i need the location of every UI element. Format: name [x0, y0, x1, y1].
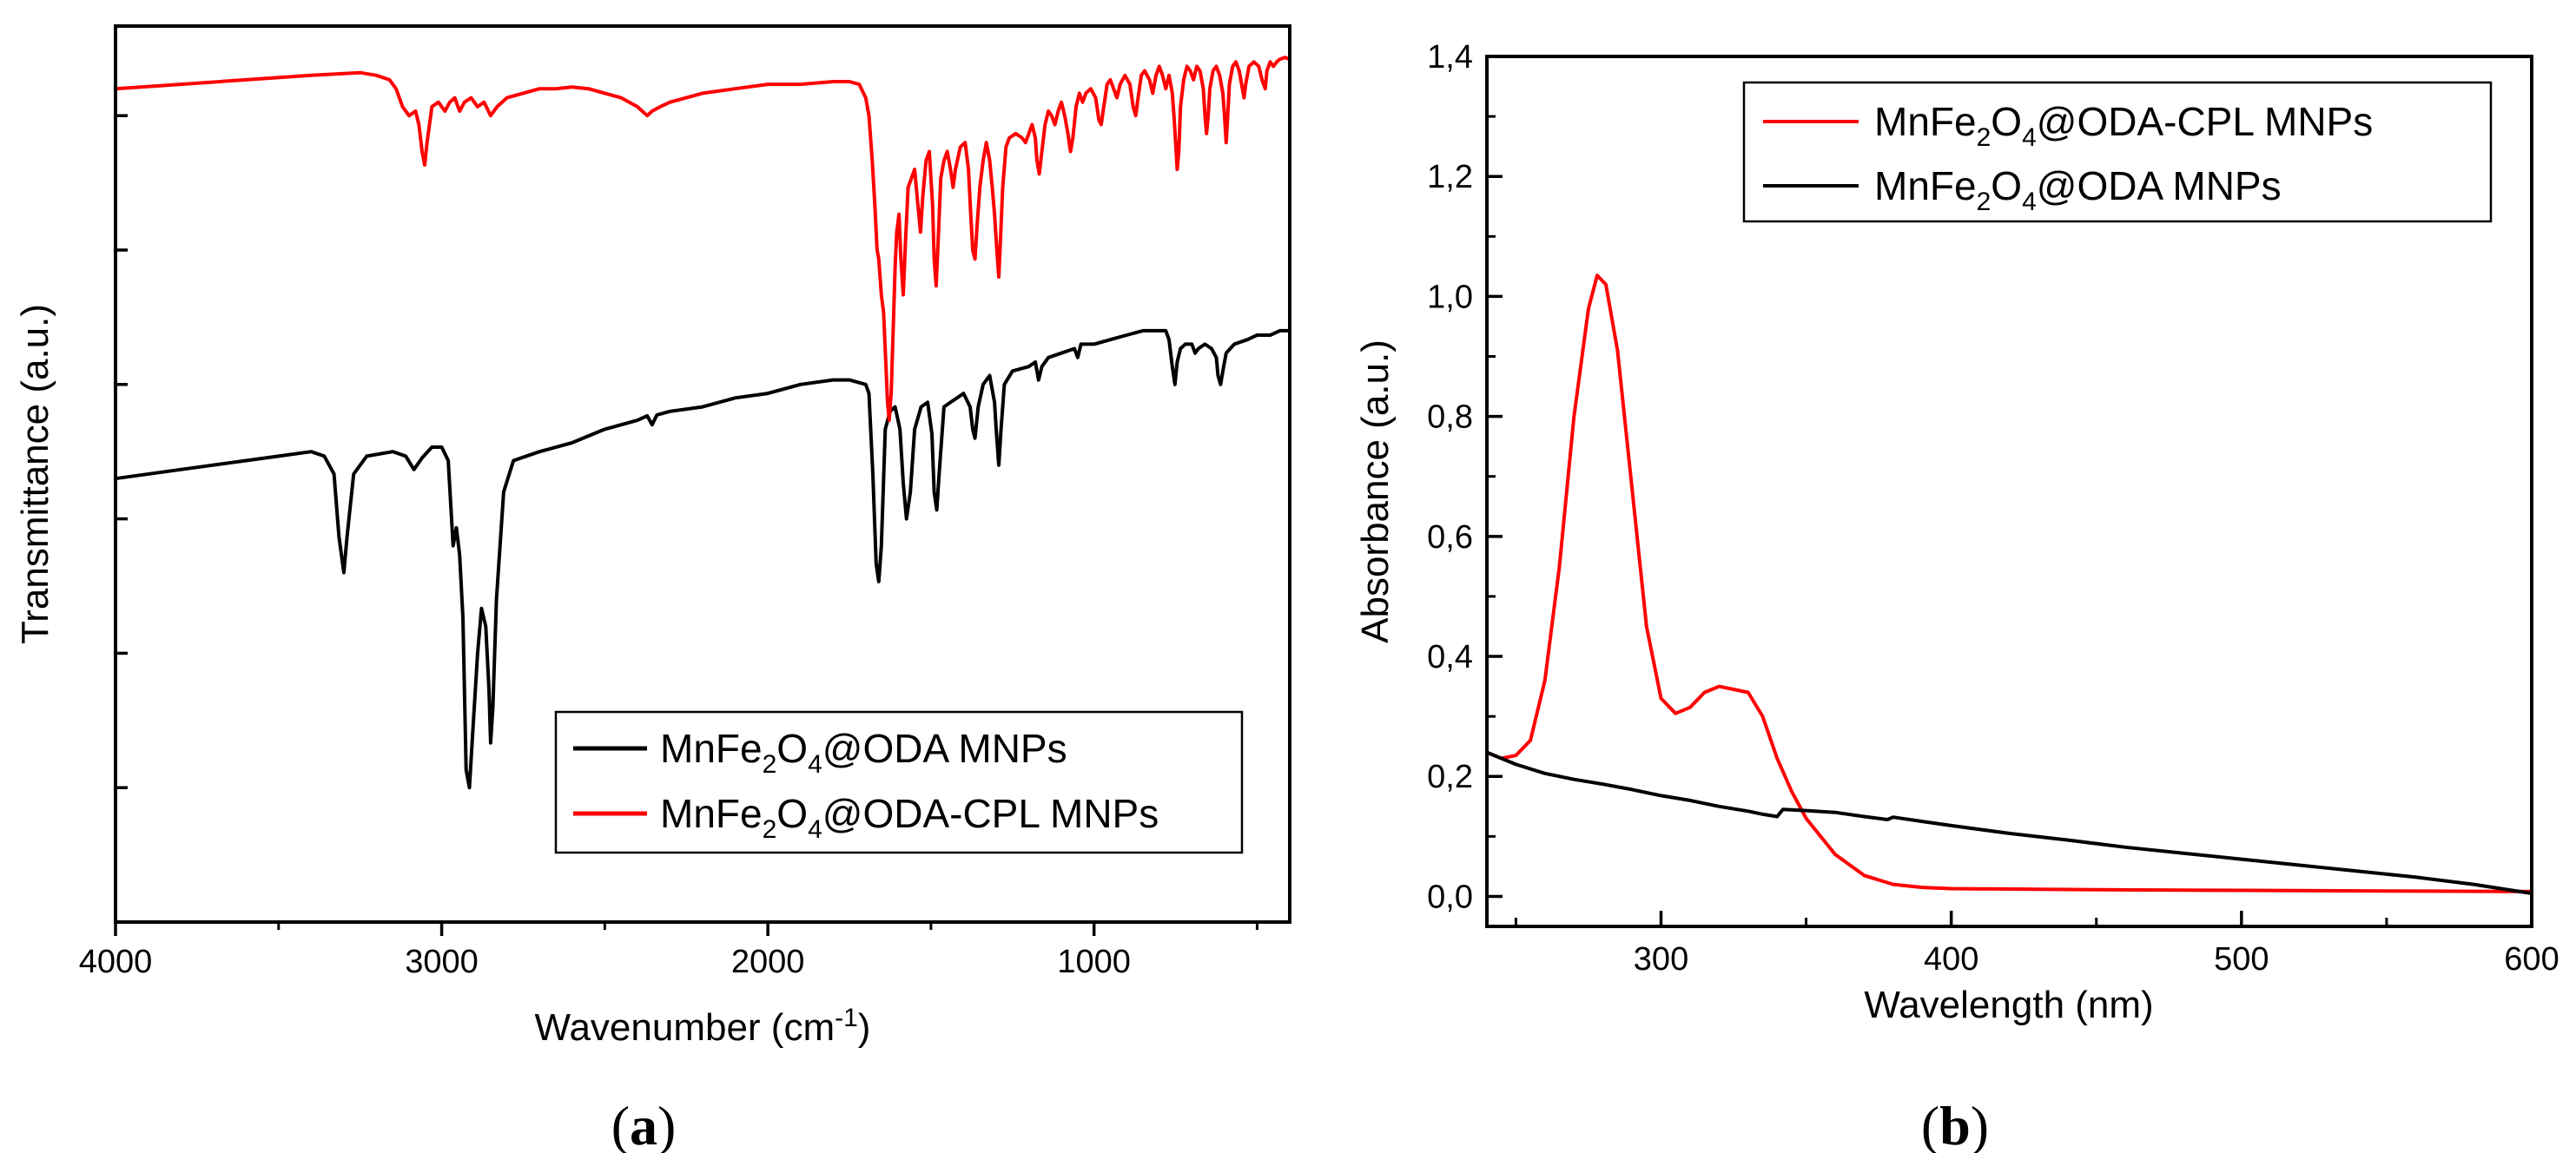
panel-b-legend: MnFe2O4@ODA-CPL MNPs MnFe2O4@ODA MNPs: [1742, 81, 2493, 223]
panel-b-series-line-1: [1486, 750, 2533, 895]
panel-a-x-axis-title: Wavenumber (cm-1): [535, 1004, 871, 1049]
panel-b-ticks: 300 400 500 600 0,0 0,2 0,4 0,6 0,8 1,0 1,2 1,4: [1427, 39, 2559, 978]
panel-b-plot-frame: [1485, 55, 2533, 928]
panel-a-series-line-0: [115, 328, 1290, 790]
panel-b-y-tick-label: 0,0: [1427, 879, 1473, 915]
panel-b-y-tick-label: 1,4: [1427, 39, 1473, 76]
panel-b-y-tick-label: 0,2: [1427, 759, 1473, 795]
panel-a-label: (a): [611, 1095, 677, 1153]
panel-b-legend-label-cpl: MnFe2O4@ODA-CPL MNPs: [1874, 99, 2373, 152]
panel-b-y-tick-label: 0,8: [1427, 399, 1473, 436]
panel-a-plot-frame: [114, 24, 1291, 924]
panel-b-y-tick-label: 0,4: [1427, 639, 1473, 675]
panel-b-legend-box: [1742, 81, 2493, 223]
panel-a-legend: MnFe2O4@ODA MNPs MnFe2O4@ODA-CPL MNPs: [554, 710, 1244, 854]
panel-a-ticks: 4000 3000 2000 1000: [79, 114, 1258, 980]
panel-b-label: (b): [1921, 1095, 1989, 1153]
panel-b-legend-label-oda: MnFe2O4@ODA MNPs: [1874, 163, 2282, 216]
panel-a: 4000 3000 2000 1000 MnFe2O4@ODA MNPs MnFe2O…: [14, 24, 1291, 1153]
panel-a-series: [115, 56, 1291, 790]
panel-a-x-tick-label: 2000: [731, 944, 805, 980]
panel-a-y-axis-title: Transmittance (a.u.): [14, 304, 56, 644]
panel-b-series: [1486, 273, 2533, 895]
panel-a-x-tick-label: 3000: [405, 944, 479, 980]
panel-b-x-tick-label: 400: [1924, 941, 1978, 978]
panel-b-x-tick-label: 300: [1634, 941, 1688, 978]
panel-a-series-line-1: [115, 56, 1291, 423]
panel-b: 300 400 500 600 0,0 0,2 0,4 0,6 0,8 1,0 1,2 1,4 MnF…: [1354, 39, 2559, 1153]
panel-a-legend-label-oda: MnFe2O4@ODA MNPs: [660, 726, 1067, 779]
panel-b-x-axis-title: Wavelength (nm): [1864, 984, 2153, 1026]
panel-b-y-axis-title: Absorbance (a.u.): [1354, 339, 1397, 643]
panel-b-y-tick-label: 1,0: [1427, 279, 1473, 315]
panel-a-legend-label-cpl: MnFe2O4@ODA-CPL MNPs: [660, 791, 1159, 844]
panel-b-x-tick-label: 600: [2504, 941, 2559, 978]
panel-b-x-tick-label: 500: [2214, 941, 2269, 978]
panel-b-y-tick-label: 0,6: [1427, 519, 1473, 556]
panel-b-series-line-0: [1486, 273, 2533, 893]
panel-a-x-tick-label: 4000: [79, 944, 153, 980]
panel-b-y-tick-label: 1,2: [1427, 159, 1473, 195]
panel-a-legend-box: [554, 710, 1244, 854]
panel-a-x-tick-label: 1000: [1057, 944, 1131, 980]
